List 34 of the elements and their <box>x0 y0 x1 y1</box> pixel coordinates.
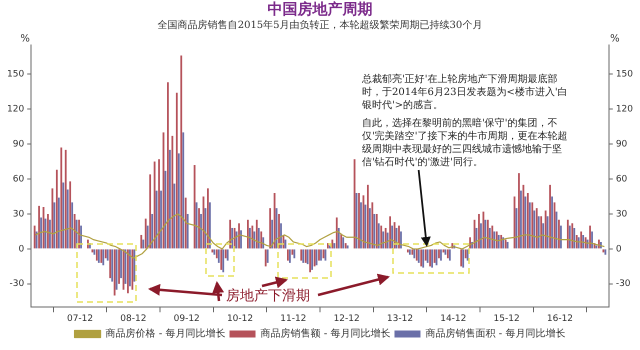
y-tick-label: 0 <box>18 244 24 254</box>
annotation: 房地产下滑期 <box>226 288 310 304</box>
y2-tick-label: 90 <box>616 139 628 150</box>
y-tick-label: 30 <box>12 209 24 220</box>
annotation: 总裁郁亮'正好'在上轮房地产下滑周期最底部时，于2014年6月23日发表题为<楼市进入'白银时代'>的感言。 <box>362 73 569 112</box>
y-tick-label: 90 <box>12 139 24 150</box>
x-tick-label: 10-12 <box>226 314 254 324</box>
x-tick-label: 09-12 <box>174 314 200 324</box>
y-tick-label: 60 <box>12 174 24 184</box>
y-tick-label: -30 <box>9 279 24 290</box>
y2-tick-label: 0 <box>616 244 622 254</box>
y2-tick-label: -30 <box>616 279 631 290</box>
x-tick-label: 14-12 <box>440 314 466 324</box>
legend-label: 商品房销售面积 - 每月同比增长 <box>425 328 566 340</box>
x-tick-label: 13-12 <box>386 314 414 324</box>
y-tick-label: 150 <box>6 69 24 80</box>
legend-label: 商品房价格 - 每月同比增长 <box>106 328 226 340</box>
x-tick-label: 16-12 <box>546 314 574 324</box>
x-tick-label: 12-12 <box>334 314 360 324</box>
chart-title: 中国房地产周期 <box>266 0 374 19</box>
chart-subtitle: 全国商品房销售自2015年5月由负转正，本轮超级繁荣周期已持续30个月 <box>156 19 484 33</box>
y2-axis-title: % <box>610 34 620 45</box>
annotation: 自此，选择在黎明前的黑暗'保守'的集团，不仅'完美踏空'了接下来的牛市周期，更在本轮超级周期中表现最好的三四线城市遗憾地输于坚信'钻石时代'的'激进'同行。 <box>362 117 568 169</box>
y2-tick-label: 60 <box>616 174 628 184</box>
x-tick-label: 07-12 <box>66 314 94 324</box>
y-tick-label: 120 <box>6 104 24 114</box>
y2-tick-label: 150 <box>616 69 634 80</box>
x-tick-label: 11-12 <box>280 314 306 324</box>
y2-tick-label: 30 <box>616 209 628 220</box>
x-tick-label: 08-12 <box>120 314 146 324</box>
y-axis-title: % <box>20 34 30 45</box>
legend-label: 商品房销售额 - 每月同比增长 <box>260 328 390 340</box>
x-tick-label: 15-12 <box>494 314 520 324</box>
y2-tick-label: 120 <box>616 104 634 114</box>
